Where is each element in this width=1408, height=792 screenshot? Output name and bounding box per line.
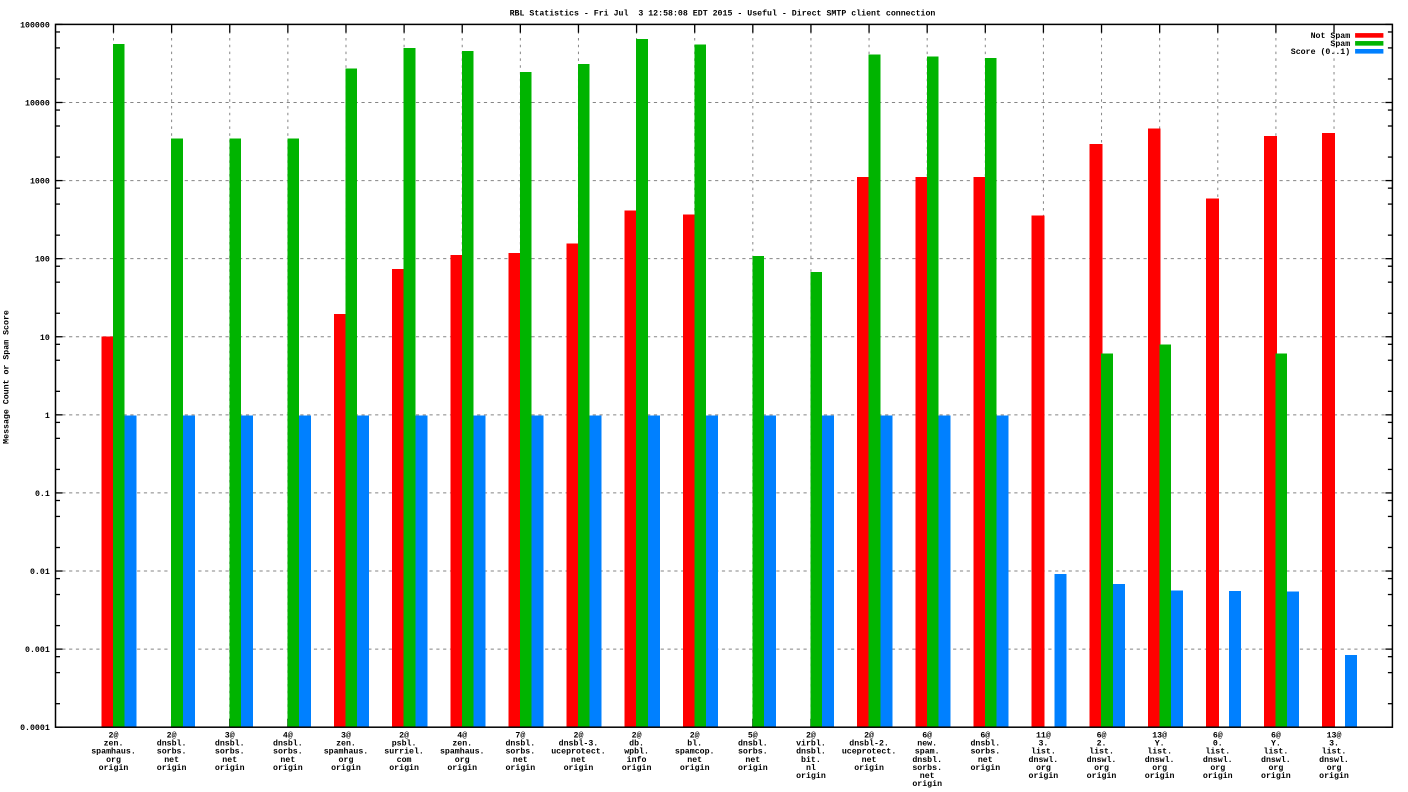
svg-text:10: 10: [40, 334, 50, 343]
svg-text:100: 100: [35, 256, 50, 265]
svg-text:0.01: 0.01: [30, 568, 50, 577]
svg-text:Score (0..1): Score (0..1): [1291, 47, 1350, 57]
svg-text:RBL Statistics - Fri Jul 3 12: RBL Statistics - Fri Jul 3 12:58:08 EDT …: [510, 8, 936, 18]
svg-text:Not Spam: Not Spam: [1311, 32, 1351, 41]
svg-text:1: 1: [45, 412, 50, 421]
svg-text:1000: 1000: [30, 178, 50, 187]
svg-text:Message Count or Spam Score: Message Count or Spam Score: [3, 310, 12, 444]
svg-text:10000: 10000: [25, 99, 50, 108]
svg-text:100000: 100000: [20, 21, 50, 30]
svg-text:0.0001: 0.0001: [20, 724, 50, 733]
svg-text:Spam: Spam: [1330, 40, 1350, 49]
svg-text:0.1: 0.1: [35, 490, 50, 499]
svg-text:0.001: 0.001: [25, 646, 50, 655]
